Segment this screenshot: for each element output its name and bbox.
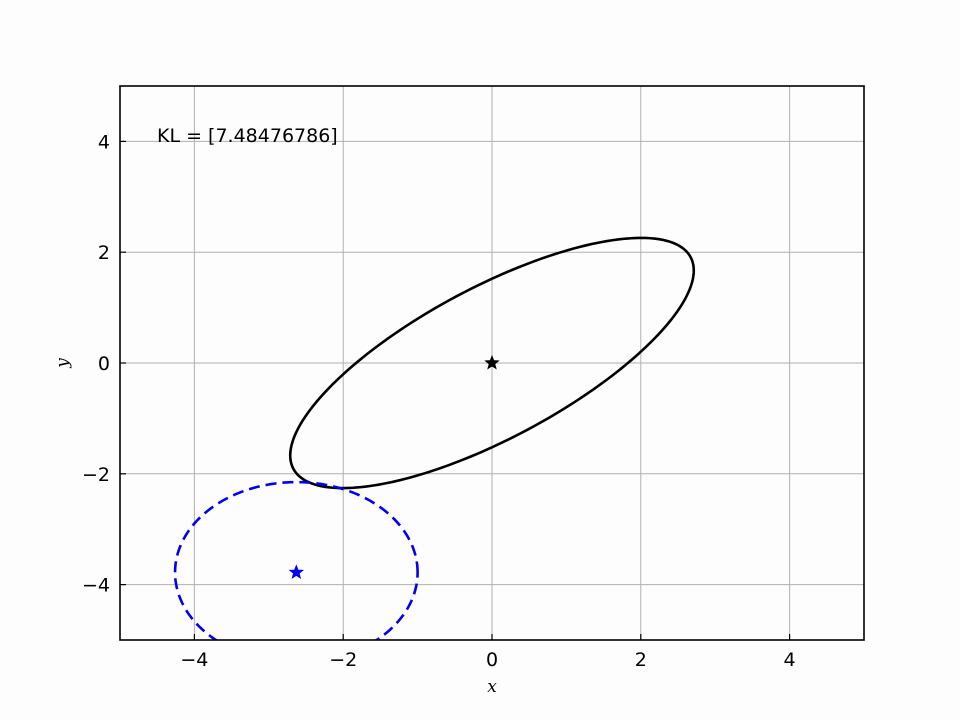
x-tick-label: −4 [180, 649, 208, 671]
mean-marker-star-2 [288, 564, 305, 579]
y-axis-label: y [53, 358, 73, 369]
plot-frame [119, 85, 865, 641]
covariance-ellipse-1 [288, 236, 696, 490]
covariance-ellipse-2 [173, 480, 419, 640]
axis-ticks: −4 −2 0 2 4 −4 −2 0 2 4 [82, 131, 796, 671]
mean-marker-star-1 [484, 354, 500, 370]
y-tick-label: −4 [82, 575, 110, 597]
x-tick-label: −2 [329, 649, 357, 671]
x-tick-label: 0 [486, 649, 498, 671]
y-tick-label: 0 [98, 353, 110, 375]
x-axis-label: x [487, 677, 497, 697]
x-tick-label: 4 [784, 649, 796, 671]
y-tick-label: 2 [98, 242, 110, 264]
y-tick-label: 4 [98, 131, 110, 153]
plot-series [173, 236, 696, 640]
x-tick-label: 2 [635, 649, 647, 671]
kl-annotation: KL = [7.48476786] [157, 125, 338, 147]
y-tick-label: −2 [82, 464, 110, 486]
